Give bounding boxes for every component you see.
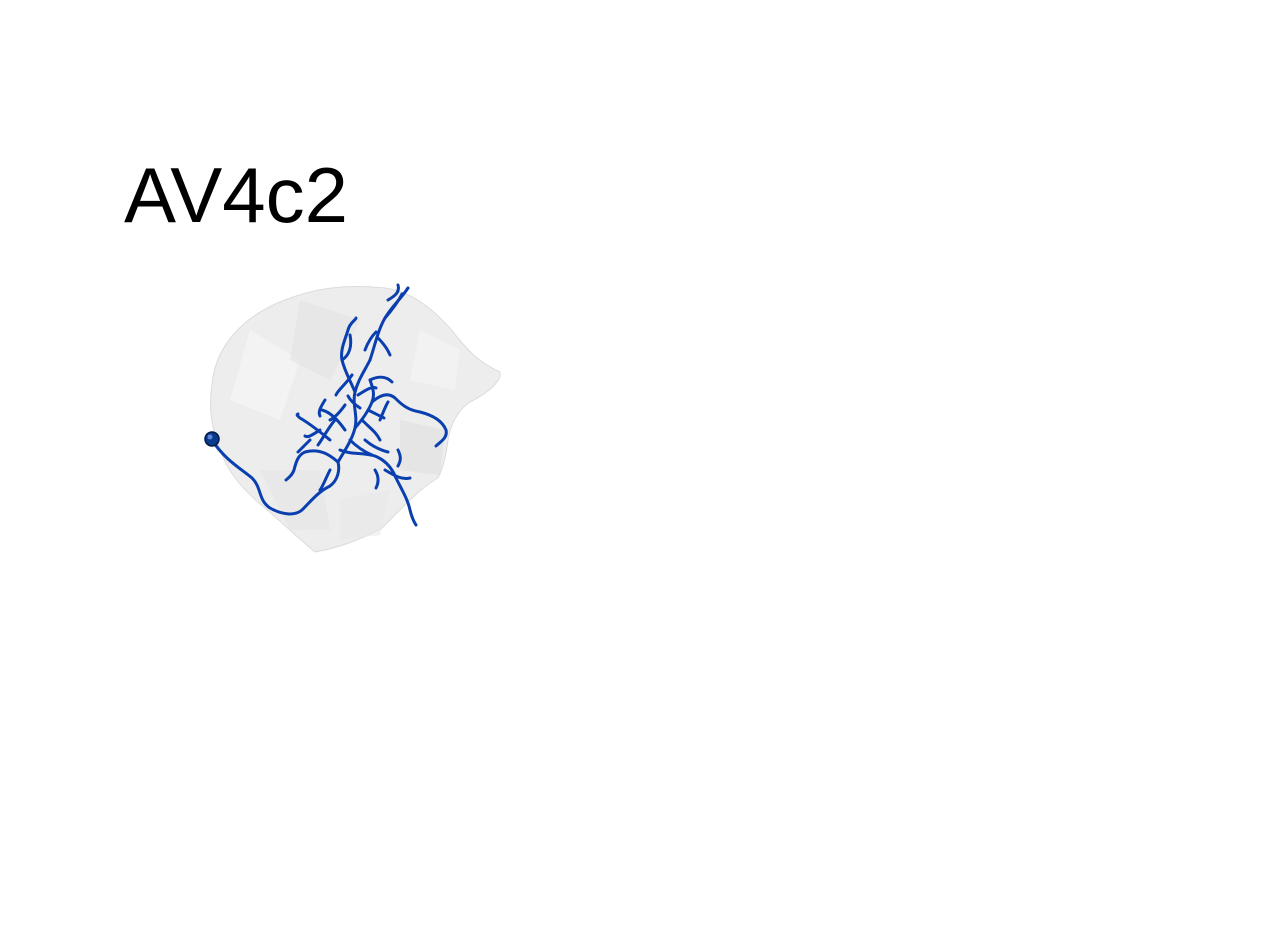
neuron-title: AV4c2	[124, 151, 349, 239]
soma	[204, 431, 220, 447]
neuron-arbor	[210, 283, 448, 527]
